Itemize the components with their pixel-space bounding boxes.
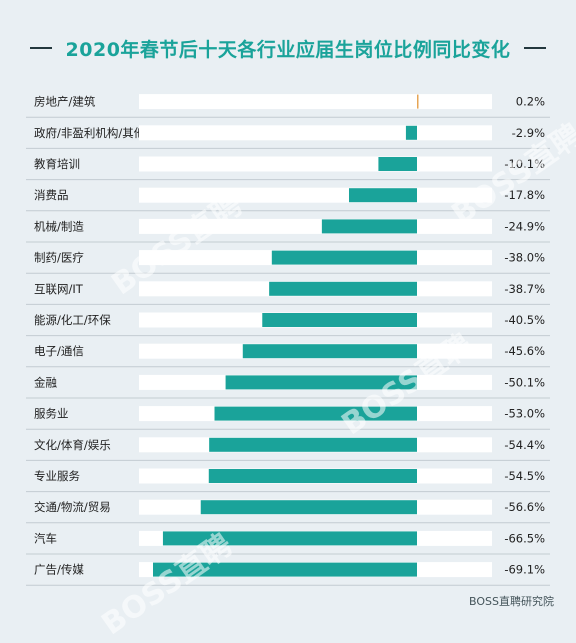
value-label: -69.1% <box>504 563 545 577</box>
category-label: 汽车 <box>34 531 57 545</box>
data-bar <box>321 219 417 234</box>
category-label: 教育培训 <box>34 157 80 171</box>
data-bar <box>405 125 417 140</box>
value-label: -66.5% <box>504 531 545 545</box>
value-label: -45.6% <box>504 344 545 358</box>
data-bar <box>271 250 417 265</box>
data-bar <box>417 94 419 109</box>
data-bar <box>209 437 417 452</box>
value-label: -56.6% <box>504 500 545 514</box>
bar-track <box>139 94 492 110</box>
data-bar <box>214 406 417 421</box>
bar-track <box>139 187 492 203</box>
data-bar <box>153 562 417 577</box>
data-bar <box>269 281 417 296</box>
category-label: 广告/传媒 <box>34 563 84 577</box>
value-label: -17.8% <box>504 188 545 202</box>
data-bar <box>262 313 417 327</box>
data-bar <box>208 469 417 483</box>
category-label: 交通/物流/贸易 <box>34 500 111 514</box>
data-bar <box>225 375 417 390</box>
value-label: -54.4% <box>504 438 545 452</box>
category-label: 金融 <box>34 375 57 389</box>
value-label: -38.0% <box>504 251 545 265</box>
value-label: -10.1% <box>504 157 545 171</box>
source-note: BOSS直聘研究院 <box>469 595 554 608</box>
data-bar <box>242 344 417 359</box>
value-label: -50.1% <box>504 375 545 389</box>
category-label: 文化/体育/娱乐 <box>34 438 111 452</box>
category-label: 政府/非盈利机构/其他 <box>34 126 146 140</box>
value-label: -40.5% <box>504 313 545 327</box>
category-label: 机械/制造 <box>34 219 84 233</box>
value-label: -53.0% <box>504 407 545 421</box>
category-label: 消费品 <box>34 188 69 202</box>
category-label: 能源/化工/环保 <box>34 313 111 327</box>
bar-track <box>139 156 492 172</box>
category-label: 互联网/IT <box>34 282 84 296</box>
chart-title: 2020年春节后十天各行业应届生岗位比例同比变化 <box>65 38 511 61</box>
value-label: -24.9% <box>504 219 545 233</box>
data-bar <box>378 157 417 171</box>
category-label: 电子/通信 <box>34 344 84 358</box>
title-left-rule <box>29 47 52 49</box>
category-label: 房地产/建筑 <box>34 95 96 109</box>
data-bar <box>200 500 417 515</box>
value-label: 0.2% <box>516 95 545 109</box>
title-right-rule <box>524 47 547 49</box>
value-label: -54.5% <box>504 469 545 483</box>
data-bar <box>162 531 417 546</box>
bar-track <box>139 218 492 234</box>
category-label: 专业服务 <box>34 469 80 483</box>
category-label: 制药/医疗 <box>34 251 84 265</box>
data-bar <box>348 188 417 203</box>
value-label: -2.9% <box>512 126 545 140</box>
category-label: 服务业 <box>34 407 69 421</box>
bar-track <box>139 125 492 141</box>
value-label: -38.7% <box>504 282 545 296</box>
chart-title-row: 2020年春节后十天各行业应届生岗位比例同比变化 <box>0 30 576 66</box>
